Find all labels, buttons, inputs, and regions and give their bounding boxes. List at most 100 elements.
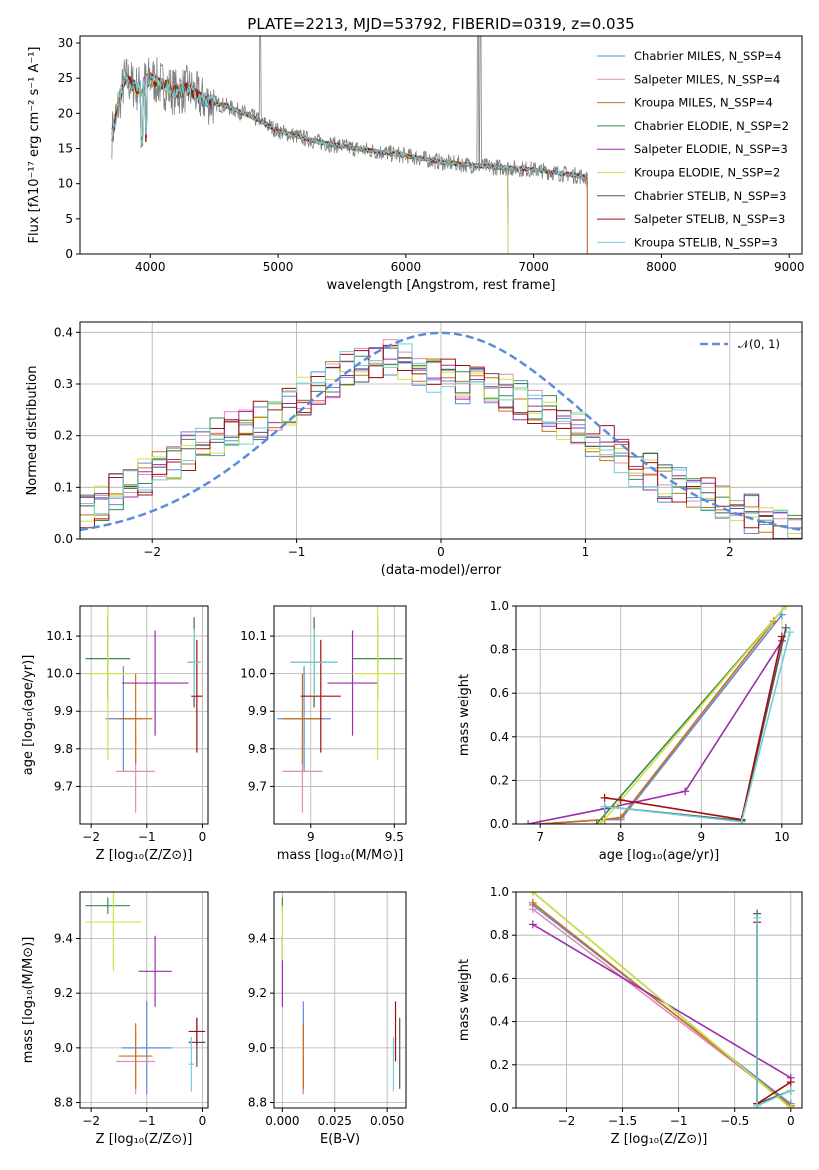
tick-label-y: 0.4	[490, 730, 509, 744]
tick-label-x: 0	[199, 1114, 207, 1128]
tick-label-x: 8000	[646, 260, 677, 274]
weight-line	[604, 636, 783, 821]
tick-label-y: 8.8	[54, 1096, 73, 1110]
legend-label: Chabrier STELIB, N_SSP=3	[634, 189, 786, 203]
tick-label-x: −2	[82, 1114, 100, 1128]
panel-mass-vs-Z: −2 −1 0 8.8 9.0 9.2 9.4 Z [log₁₀(Z/Z⊙)] mass [lo…	[21, 891, 209, 1147]
tick-label-x: −1	[670, 1114, 688, 1128]
plot-area	[80, 331, 802, 539]
tick-label-y: 0.8	[490, 928, 509, 942]
x-axis-label: Z [log₁₀(Z/Z⊙)]	[611, 1132, 708, 1147]
panel-weight-vs-age: 7 8 9 10 0.0 0.2 0.4 0.6 0.8 1.0 age [log₁₀(age/yr…	[457, 599, 803, 863]
legend-label: Chabrier ELODIE, N_SSP=2	[634, 119, 789, 133]
weight-line	[540, 620, 775, 824]
tick-label-y: 20	[58, 106, 73, 120]
plot-area	[277, 606, 403, 813]
tick-label-y: 8.8	[248, 1096, 267, 1110]
tick-label-y: 0.6	[490, 686, 509, 700]
tick-label-y: 9.9	[248, 704, 267, 718]
weight-line	[527, 640, 783, 824]
tick-label-y: 0.6	[490, 971, 509, 985]
tick-label-x: 4000	[135, 260, 166, 274]
y-axis-label: Flux [fλ10⁻¹⁷ erg cm⁻² s⁻¹ A⁻¹]	[27, 47, 42, 244]
tick-label-x: 0	[437, 545, 445, 559]
tick-label-y: 9.0	[248, 1041, 267, 1055]
tick-label-y: 9.2	[248, 986, 267, 1000]
tick-label-y: 30	[58, 36, 73, 50]
plot-area	[528, 892, 795, 1108]
tick-label-x: 9000	[774, 260, 805, 274]
tick-label-y: 9.9	[54, 704, 73, 718]
tick-label-x: −0.5	[720, 1114, 749, 1128]
y-axis-label: mass weight	[457, 959, 472, 1041]
tick-label-x: −1	[288, 545, 306, 559]
y-axis-label: Normed distribution	[25, 366, 40, 496]
plot-area	[524, 606, 794, 824]
tick-label-x: 10	[774, 830, 789, 844]
tick-label-y: 0.0	[54, 532, 73, 546]
panel-spectrum: 4000 5000 6000 7000 8000 9000 0 5 10 15 20 25 30 wave…	[27, 15, 804, 293]
legend-label: Kroupa STELIB, N_SSP=3	[634, 235, 778, 249]
tick-label-x: −1	[138, 1114, 156, 1128]
tick-label-y: 0.2	[54, 429, 73, 443]
plot-area	[111, 36, 588, 254]
tick-label-y: 0.1	[54, 480, 73, 494]
legend-label: Salpeter MILES, N_SSP=4	[634, 72, 780, 86]
tick-label-y: 0.2	[490, 773, 509, 787]
tick-label-x: −2	[143, 545, 161, 559]
weight-line	[540, 620, 775, 824]
tick-label-x: −2	[82, 830, 100, 844]
weight-line	[532, 892, 792, 1108]
x-axis-label: E(B-V)	[320, 1132, 360, 1147]
x-axis-label: Z [log₁₀(Z/Z⊙)]	[96, 1132, 193, 1147]
weight-line	[599, 606, 787, 824]
axes-frame	[515, 891, 803, 1109]
y-axis-label: mass weight	[457, 674, 472, 756]
panel-age-vs-Z: −2 −1 0 9.7 9.8 9.9 10.0 10.1 Z [log₁₀(Z/Z⊙)] age…	[21, 605, 209, 863]
tick-label-y: 0.2	[490, 1058, 509, 1072]
tick-label-x: 2	[726, 545, 734, 559]
tick-label-y: 0.0	[490, 1101, 509, 1115]
tick-label-x: −1.5	[608, 1114, 637, 1128]
tick-label-y: 9.4	[54, 931, 73, 945]
tick-label-y: 1.0	[490, 599, 509, 613]
tick-label-y: 9.8	[54, 742, 73, 756]
axes-frame	[79, 891, 209, 1109]
tick-label-y: 9.7	[248, 779, 267, 793]
x-axis-label: age [log₁₀(age/yr)]	[599, 848, 720, 863]
residual-histogram	[80, 343, 802, 539]
tick-label-x: 7	[536, 830, 544, 844]
y-axis-label: mass [log₁₀(M/M⊙)]	[21, 937, 36, 1064]
panel-age-vs-mass: 9 9.5 9.7 9.8 9.9 10.0 10.1 mass [log₁₀(M/M⊙)]	[240, 605, 407, 863]
tick-label-x: −1	[138, 830, 156, 844]
axes-frame	[79, 605, 209, 825]
legend-label: Chabrier MILES, N_SSP=4	[634, 49, 781, 63]
tick-label-y: 0.4	[54, 325, 73, 339]
legend-label: 𝒩(0, 1)	[738, 337, 780, 351]
tick-label-y: 10.1	[46, 629, 73, 643]
tick-label-y: 25	[58, 71, 73, 85]
axes-frame	[79, 321, 803, 540]
chart-title: PLATE=2213, MJD=53792, FIBERID=0319, z=0…	[247, 15, 634, 33]
panel-weight-vs-Z: −2 −1.5 −1 −0.5 0 0.0 0.2 0.4 0.6 0.8 1.0 Z [log₁₀(…	[457, 885, 803, 1147]
tick-label-x: 5000	[263, 260, 294, 274]
tick-label-y: 10.1	[240, 629, 267, 643]
tick-label-y: 0.4	[490, 1015, 509, 1029]
tick-label-x: −2	[558, 1114, 576, 1128]
tick-label-x: 8	[617, 830, 625, 844]
tick-label-y: 9.4	[248, 931, 267, 945]
axes-frame	[273, 891, 407, 1109]
legend-label: Salpeter ELODIE, N_SSP=3	[634, 142, 788, 156]
weight-line	[532, 923, 792, 1079]
tick-label-y: 9.8	[248, 742, 267, 756]
plot-area	[281, 897, 401, 1095]
tick-label-y: 15	[58, 142, 73, 156]
tick-label-y: 10	[58, 177, 73, 191]
tick-label-x: 0.050	[370, 1114, 404, 1128]
tick-label-x: 6000	[391, 260, 422, 274]
tick-label-y: 5	[65, 212, 73, 226]
weight-line	[756, 922, 792, 1106]
legend: 𝒩(0, 1)	[700, 337, 780, 351]
tick-label-y: 9.0	[54, 1041, 73, 1055]
